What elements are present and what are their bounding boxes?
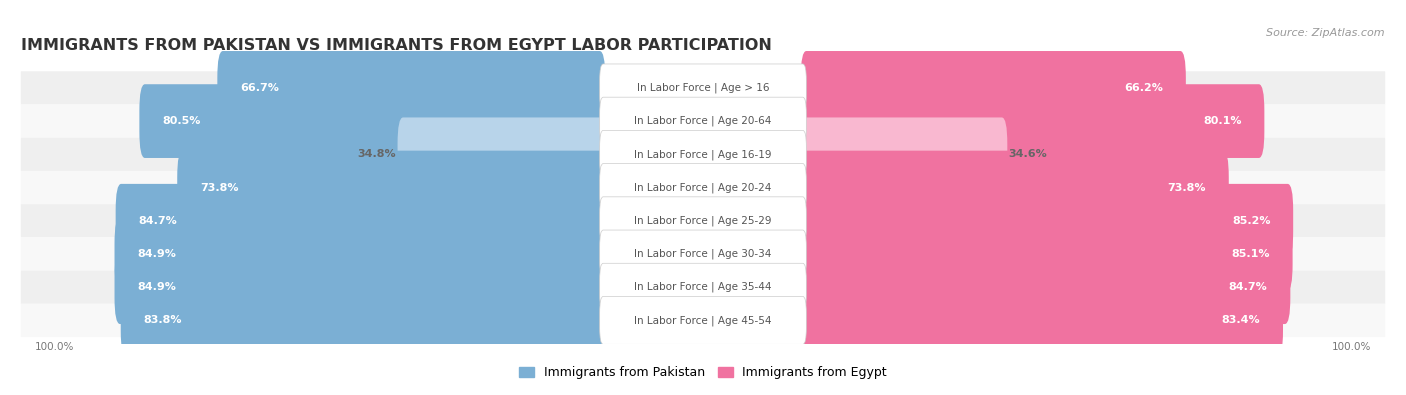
Text: 83.8%: 83.8% xyxy=(143,315,181,325)
Text: 66.7%: 66.7% xyxy=(240,83,278,93)
Legend: Immigrants from Pakistan, Immigrants from Egypt: Immigrants from Pakistan, Immigrants fro… xyxy=(513,361,893,384)
FancyBboxPatch shape xyxy=(599,197,807,245)
FancyBboxPatch shape xyxy=(801,150,1229,224)
FancyBboxPatch shape xyxy=(121,284,605,357)
Text: 84.7%: 84.7% xyxy=(1229,282,1268,292)
Text: 85.1%: 85.1% xyxy=(1232,249,1270,259)
FancyBboxPatch shape xyxy=(599,297,807,344)
FancyBboxPatch shape xyxy=(21,271,1385,304)
FancyBboxPatch shape xyxy=(599,164,807,211)
Text: In Labor Force | Age 30-34: In Labor Force | Age 30-34 xyxy=(634,249,772,259)
Text: In Labor Force | Age 25-29: In Labor Force | Age 25-29 xyxy=(634,216,772,226)
FancyBboxPatch shape xyxy=(21,237,1385,271)
FancyBboxPatch shape xyxy=(599,263,807,311)
Text: 100.0%: 100.0% xyxy=(1331,342,1371,352)
Text: 66.2%: 66.2% xyxy=(1125,83,1163,93)
FancyBboxPatch shape xyxy=(21,204,1385,237)
Text: In Labor Force | Age > 16: In Labor Force | Age > 16 xyxy=(637,83,769,93)
FancyBboxPatch shape xyxy=(21,171,1385,204)
Text: 73.8%: 73.8% xyxy=(1167,182,1206,192)
Text: 84.7%: 84.7% xyxy=(138,216,177,226)
Text: In Labor Force | Age 20-24: In Labor Force | Age 20-24 xyxy=(634,182,772,193)
Text: 84.9%: 84.9% xyxy=(138,282,176,292)
Text: 34.6%: 34.6% xyxy=(1008,149,1047,159)
FancyBboxPatch shape xyxy=(801,117,1007,191)
FancyBboxPatch shape xyxy=(21,304,1385,337)
Text: 80.5%: 80.5% xyxy=(162,116,201,126)
FancyBboxPatch shape xyxy=(398,117,605,191)
FancyBboxPatch shape xyxy=(21,71,1385,105)
Text: 34.8%: 34.8% xyxy=(357,149,396,159)
FancyBboxPatch shape xyxy=(115,184,605,258)
FancyBboxPatch shape xyxy=(801,184,1294,258)
FancyBboxPatch shape xyxy=(599,97,807,145)
FancyBboxPatch shape xyxy=(801,84,1264,158)
Text: 85.2%: 85.2% xyxy=(1232,216,1271,226)
FancyBboxPatch shape xyxy=(114,217,605,291)
FancyBboxPatch shape xyxy=(599,64,807,112)
Text: In Labor Force | Age 16-19: In Labor Force | Age 16-19 xyxy=(634,149,772,160)
Text: 100.0%: 100.0% xyxy=(35,342,75,352)
Text: In Labor Force | Age 45-54: In Labor Force | Age 45-54 xyxy=(634,315,772,325)
FancyBboxPatch shape xyxy=(801,51,1185,125)
FancyBboxPatch shape xyxy=(599,230,807,278)
Text: 83.4%: 83.4% xyxy=(1222,315,1260,325)
Text: In Labor Force | Age 20-64: In Labor Force | Age 20-64 xyxy=(634,116,772,126)
FancyBboxPatch shape xyxy=(177,150,605,224)
Text: 80.1%: 80.1% xyxy=(1204,116,1241,126)
FancyBboxPatch shape xyxy=(21,105,1385,138)
FancyBboxPatch shape xyxy=(114,250,605,324)
FancyBboxPatch shape xyxy=(801,217,1292,291)
FancyBboxPatch shape xyxy=(139,84,605,158)
FancyBboxPatch shape xyxy=(801,284,1284,357)
Text: 73.8%: 73.8% xyxy=(200,182,239,192)
Text: In Labor Force | Age 35-44: In Labor Force | Age 35-44 xyxy=(634,282,772,292)
Text: Source: ZipAtlas.com: Source: ZipAtlas.com xyxy=(1267,28,1385,38)
FancyBboxPatch shape xyxy=(599,130,807,178)
Text: IMMIGRANTS FROM PAKISTAN VS IMMIGRANTS FROM EGYPT LABOR PARTICIPATION: IMMIGRANTS FROM PAKISTAN VS IMMIGRANTS F… xyxy=(21,38,772,53)
FancyBboxPatch shape xyxy=(801,250,1291,324)
Text: 84.9%: 84.9% xyxy=(138,249,176,259)
FancyBboxPatch shape xyxy=(21,138,1385,171)
FancyBboxPatch shape xyxy=(218,51,605,125)
